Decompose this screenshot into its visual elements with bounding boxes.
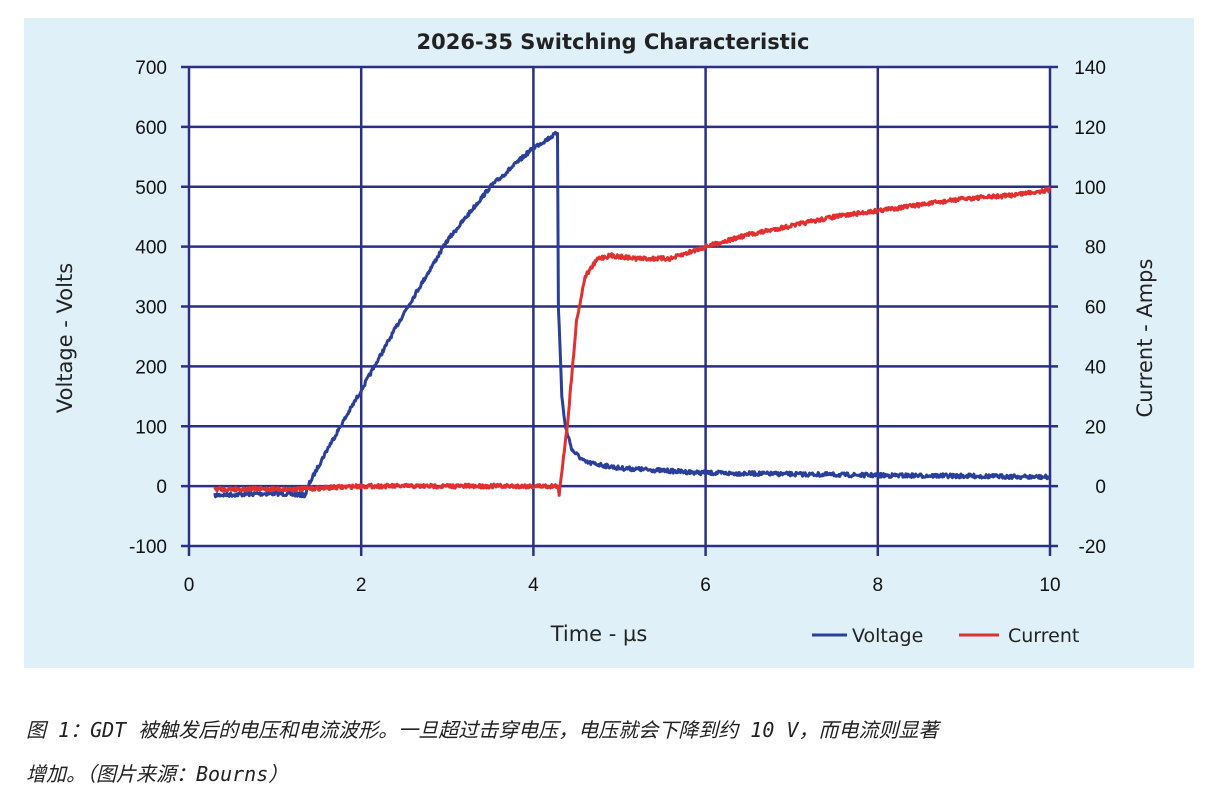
x-tick-label: 0 (184, 575, 195, 596)
y2-axis-label: Current - Amps (1133, 259, 1157, 418)
y-tick-label: 200 (135, 357, 167, 378)
x-tick-label: 4 (528, 575, 539, 596)
y-tick-label: 400 (135, 238, 167, 259)
y-tick-label: 300 (135, 298, 167, 319)
voltage-line (213, 130, 1051, 499)
x-axis-label: Time - µs (550, 622, 648, 646)
y2-tick-label: 60 (1085, 298, 1106, 319)
x-tick-label: 6 (700, 575, 711, 596)
y2-tick-label: 20 (1085, 417, 1106, 438)
y2-tick-label: -20 (1079, 537, 1106, 558)
y-tick-label: 0 (156, 477, 167, 498)
chart-panel: 2026-35 Switching Characteristic -100 0 10… (24, 18, 1194, 668)
legend-voltage-label: Voltage (852, 625, 923, 647)
y-tick-label: 600 (135, 118, 167, 139)
caption-line-2: 增加。（图片来源：Bourns） (26, 762, 289, 786)
y2-tick-label: 140 (1074, 58, 1106, 79)
x-tick-label: 2 (356, 575, 367, 596)
x-tick-label: 8 (873, 575, 884, 596)
caption-line-1: 图 1：GDT 被触发后的电压和电流波形。一旦超过击穿电压，电压就会下降到约 1… (26, 718, 939, 742)
switching-chart: 2026-35 Switching Characteristic -100 0 10… (53, 30, 1157, 647)
x-tick-label: 10 (1039, 575, 1060, 596)
y-tick-label: 500 (135, 178, 167, 199)
y2-tick-label: 80 (1085, 238, 1106, 259)
chart-title: 2026-35 Switching Characteristic (417, 30, 810, 54)
y-tick-label: 100 (135, 417, 167, 438)
y2-tick-label: 100 (1074, 178, 1106, 199)
y-tick-label: -100 (129, 537, 167, 558)
legend-current-label: Current (1008, 625, 1079, 647)
current-line (213, 186, 1052, 497)
y2-tick-label: 120 (1074, 118, 1106, 139)
y-tick-label: 700 (135, 58, 167, 79)
y2-tick-label: 40 (1085, 357, 1106, 378)
figure-caption: 图 1：GDT 被触发后的电压和电流波形。一旦超过击穿电压，电压就会下降到约 1… (26, 708, 1196, 796)
y2-tick-label: 0 (1095, 477, 1106, 498)
y-axis-label: Voltage - Volts (53, 263, 77, 413)
